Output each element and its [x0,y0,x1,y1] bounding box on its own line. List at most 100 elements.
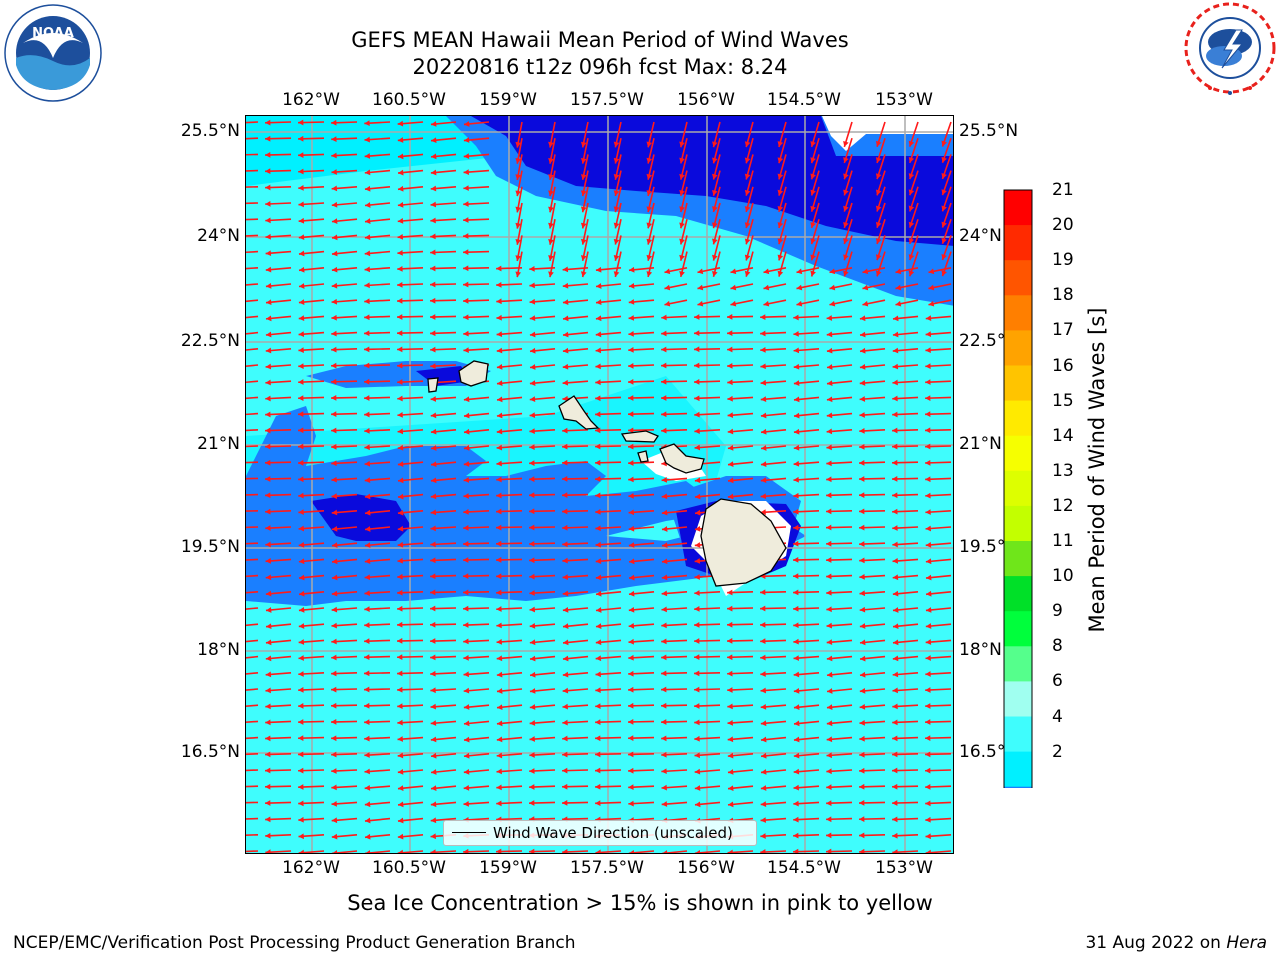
wave-arrow-head [925,443,931,450]
wave-arrow-head [265,832,271,839]
colorbar-segment [1004,225,1032,261]
wave-arrow [364,850,391,853]
lon-tick-top: 156°W [677,90,735,110]
nws-logo [1180,0,1280,100]
wave-arrow-head [628,493,634,499]
wave-arrow-head [331,411,337,418]
wave-arrow-head [679,190,685,196]
colorbar-tick-label: 12 [1052,495,1074,516]
wave-arrow-head [548,255,554,261]
wave-arrow [246,331,259,335]
wave-arrow-head [298,574,305,581]
lon-tick-bottom: 157.5°W [570,858,644,878]
wave-arrow-head [397,202,404,208]
wave-arrow [661,850,688,853]
wave-arrow-head [364,120,370,127]
wave-arrow [246,477,259,480]
wave-arrow-head [265,395,271,402]
wave-arrow-head [265,476,271,482]
wave-arrow-head [661,526,668,532]
wave-arrow-head [628,509,635,516]
wave-arrow-head [628,346,634,353]
wave-arrow-head [331,817,338,824]
wave-arrow-head [463,704,470,710]
wave-arrow-head [580,255,587,261]
wave-arrow-head [331,152,337,159]
wave-arrow-head [727,638,733,644]
wave-arrow-head [875,140,882,147]
wave-arrow-head [397,444,404,451]
wave-arrow-head [529,720,536,726]
wave-arrow-head [664,268,671,275]
wave-arrow-head [364,801,371,808]
lat-tick-right: 16.5°N [959,742,1019,762]
lat-tick-left: 22.5°N [180,331,240,351]
wave-arrow-head [529,282,535,289]
wave-arrow-head [265,719,271,726]
wave-arrow-head [463,121,470,127]
wave-arrow-head [694,590,700,596]
wave-arrow-head [397,218,404,224]
wave-arrow-head [364,542,371,548]
wave-arrow-head [760,330,766,337]
wave-arrow-head [892,574,899,581]
colorbar-segment [1004,260,1032,296]
wave-arrow-head [463,281,469,288]
wave-arrow-head [595,655,602,662]
wave-arrow-head [760,589,766,596]
wave-arrow-head [365,202,371,208]
wave-arrow-head [793,557,799,563]
wave-arrow-head [727,736,734,743]
wave-arrow-head [628,378,634,385]
wave-arrow-head [777,270,784,277]
footer-date-text: 31 Aug 2022 on [1085,933,1221,953]
wave-arrow-head [760,363,766,370]
wave-arrow-head [826,524,832,531]
island-oahu [558,395,600,430]
lon-tick-top: 162°W [282,90,340,110]
wave-arrow-head [298,217,305,224]
wave-arrow-head [925,509,931,515]
wave-arrow-head [265,767,271,774]
wave-arrow-head [496,265,502,272]
wave-arrow-head [595,623,602,629]
wave-arrow-head [796,268,803,275]
wave-arrow-head [793,492,799,499]
wave-arrow-head [646,157,653,164]
wave-arrow-head [515,239,522,245]
wave-arrow-head [332,234,338,241]
wave-arrow-head [826,589,832,596]
wave-arrow [246,461,259,464]
wave-arrow-head [595,783,601,790]
wave-arrow-head [298,655,304,661]
wave-arrow-head [364,477,371,483]
wave-arrow-head [859,444,865,450]
wave-arrow-head [463,265,469,272]
wave-arrow-head [826,848,832,853]
wave-arrow-head [562,315,569,322]
wave-arrow-head [496,380,503,387]
wave-arrow-head [463,525,469,531]
wave-arrow-head [810,270,816,277]
wave-arrow-head [298,135,304,142]
wave-arrow-head [694,395,700,402]
wave-arrow-head [463,687,470,694]
wave-arrow-head [661,670,667,677]
wave-arrow-head [529,315,536,322]
wave-arrow-head [826,412,833,419]
wave-arrow-head [562,299,569,305]
wave-arrow-head [925,427,931,434]
wave-arrow-head [661,702,667,709]
wave-arrow-head [843,221,849,228]
wave-arrow-head [727,493,734,500]
wave-arrow-head [859,524,865,531]
wave-arrow-head [529,590,535,596]
wave-arrow-head [430,201,437,208]
wave-arrow-head [892,411,898,418]
wave-arrow-head [859,428,865,434]
wave-arrow-head [562,849,568,853]
wave-arrow-head [580,206,587,213]
wave-arrow-head [661,378,667,385]
colorbar-tick-label: 8 [1052,636,1063,657]
wave-arrow-head [925,687,931,693]
